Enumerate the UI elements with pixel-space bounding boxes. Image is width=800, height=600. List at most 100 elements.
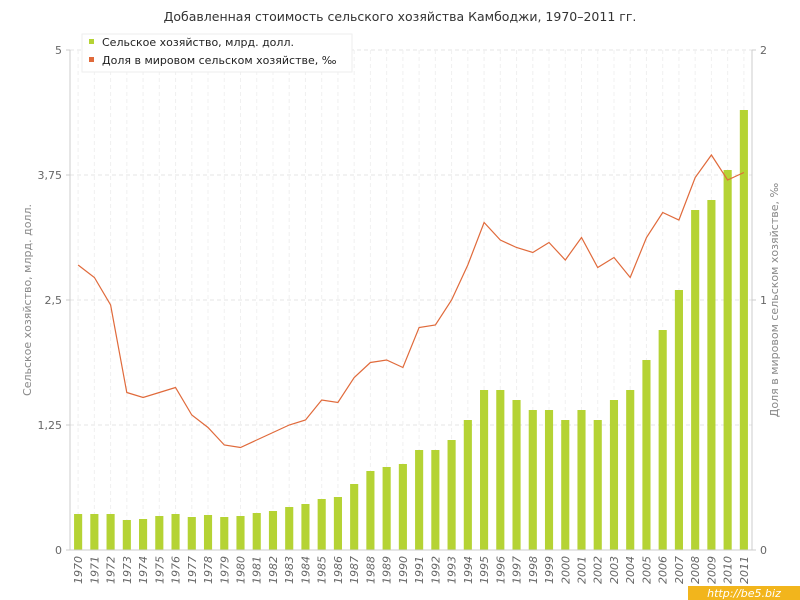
bar: [512, 400, 521, 550]
x-ticks: 1970 1971 1972 1973 1974 1975 1976 1977 1978 1979…: [72, 556, 751, 584]
x-tick-label: 2004: [624, 556, 637, 584]
x-tick-label: 1982: [267, 556, 280, 584]
x-tick-label: 1978: [202, 556, 215, 584]
series-line: [77, 153, 745, 449]
bar: [220, 517, 229, 550]
y-right-tick-label: 0: [760, 544, 767, 557]
x-tick-label: 2009: [705, 556, 718, 584]
bar: [593, 420, 602, 550]
x-tick-label: 1972: [105, 556, 118, 584]
bar: [528, 410, 537, 550]
x-tick-label: 2003: [608, 556, 621, 584]
legend-label-bars: Сельское хозяйство, млрд. долл.: [102, 36, 294, 49]
x-tick-label: 1999: [543, 556, 556, 584]
x-tick-label: 2001: [576, 556, 589, 584]
x-tick-label: 1995: [478, 556, 491, 584]
bar: [431, 450, 440, 550]
bar: [480, 390, 489, 550]
bar: [350, 484, 359, 550]
bar: [398, 464, 407, 550]
x-tick-label: 2002: [592, 556, 605, 584]
bar: [447, 440, 456, 550]
x-tick-label: 1990: [397, 556, 410, 584]
bar: [561, 420, 570, 550]
bar: [626, 390, 635, 550]
x-tick-label: 1989: [381, 556, 394, 584]
bar: [171, 514, 180, 550]
bar: [707, 200, 716, 550]
x-tick-label: 1975: [153, 556, 166, 584]
bar: [415, 450, 424, 550]
bar: [544, 410, 554, 550]
bar: [285, 507, 294, 550]
legend: Сельское хозяйство, млрд. долл. Доля в м…: [81, 33, 353, 73]
bar: [723, 170, 732, 550]
x-tick-label: 1981: [251, 556, 264, 584]
x-tick-label: 1985: [316, 556, 329, 584]
bar: [106, 514, 115, 550]
x-tick-label: 1974: [137, 556, 150, 584]
x-tick-label: 1979: [218, 556, 231, 584]
line-series: [77, 153, 745, 449]
bar: [463, 420, 472, 550]
x-tick-label: 1977: [186, 556, 199, 584]
x-tick-label: 1992: [429, 556, 442, 584]
y-left-tick-label: 1,25: [38, 419, 63, 432]
bar: [658, 330, 667, 550]
x-tick-label: 1970: [72, 556, 85, 584]
bar: [155, 516, 164, 550]
bar-series: [74, 110, 748, 550]
legend-swatch-bars: [89, 39, 94, 44]
bar: [139, 519, 148, 550]
y-right-ticks: 0 1 2: [752, 44, 767, 557]
bar: [301, 504, 310, 550]
x-tick-label: 1986: [332, 556, 345, 584]
x-tick-label: 1997: [511, 556, 524, 584]
bar: [691, 210, 700, 550]
x-tick-label: 1987: [348, 556, 361, 584]
watermark: http://be5.biz: [688, 586, 800, 600]
x-tick-label: 1976: [170, 556, 183, 584]
x-tick-label: 2010: [722, 556, 735, 584]
x-tick-label: 1994: [462, 556, 475, 584]
x-tick-label: 1998: [527, 556, 540, 584]
y-left-tick-label: 3,75: [38, 169, 63, 182]
legend-label-line: Доля в мировом сельском хозяйстве, ‰: [102, 54, 337, 67]
x-tick-label: 2007: [673, 556, 686, 584]
x-tick-label: 1971: [88, 556, 101, 584]
y-left-tick-label: 5: [55, 44, 62, 57]
watermark-text: http://be5.biz: [707, 587, 781, 600]
x-tick-label: 1984: [299, 556, 312, 584]
bar: [609, 400, 619, 550]
x-tick-label: 1988: [364, 556, 377, 584]
x-tick-label: 1983: [283, 556, 296, 584]
x-tick-label: 2005: [640, 556, 653, 584]
y-left-axis-title: Сельское хозяйство, млрд. долл.: [21, 204, 34, 396]
bar: [74, 514, 83, 550]
chart-title: Добавленная стоимость сельского хозяйств…: [164, 9, 637, 24]
x-tick-label: 1980: [235, 556, 248, 584]
x-tick-label: 1973: [121, 556, 134, 584]
x-tick-label: 2000: [559, 556, 572, 584]
bar: [674, 290, 683, 550]
y-left-ticks: 0 1,25 2,5 3,75 5: [38, 44, 70, 557]
y-right-tick-label: 2: [760, 44, 767, 57]
bar: [268, 511, 278, 550]
x-tick-label: 2011: [738, 556, 751, 584]
bar: [252, 513, 261, 550]
bar: [236, 516, 245, 550]
bar: [366, 471, 375, 550]
x-tick-label: 2008: [689, 556, 702, 584]
bar: [90, 514, 99, 550]
y-right-tick-label: 1: [760, 294, 767, 307]
y-right-axis-title: Доля в мировом сельском хозяйстве, ‰: [768, 183, 781, 418]
bar: [739, 110, 748, 550]
y-left-tick-label: 2,5: [45, 294, 63, 307]
bar: [187, 517, 196, 550]
bar: [333, 497, 342, 550]
bar: [496, 390, 505, 550]
bar: [317, 499, 326, 550]
x-tick-label: 1991: [413, 556, 426, 584]
bar: [122, 520, 131, 550]
legend-swatch-line: [89, 57, 94, 62]
